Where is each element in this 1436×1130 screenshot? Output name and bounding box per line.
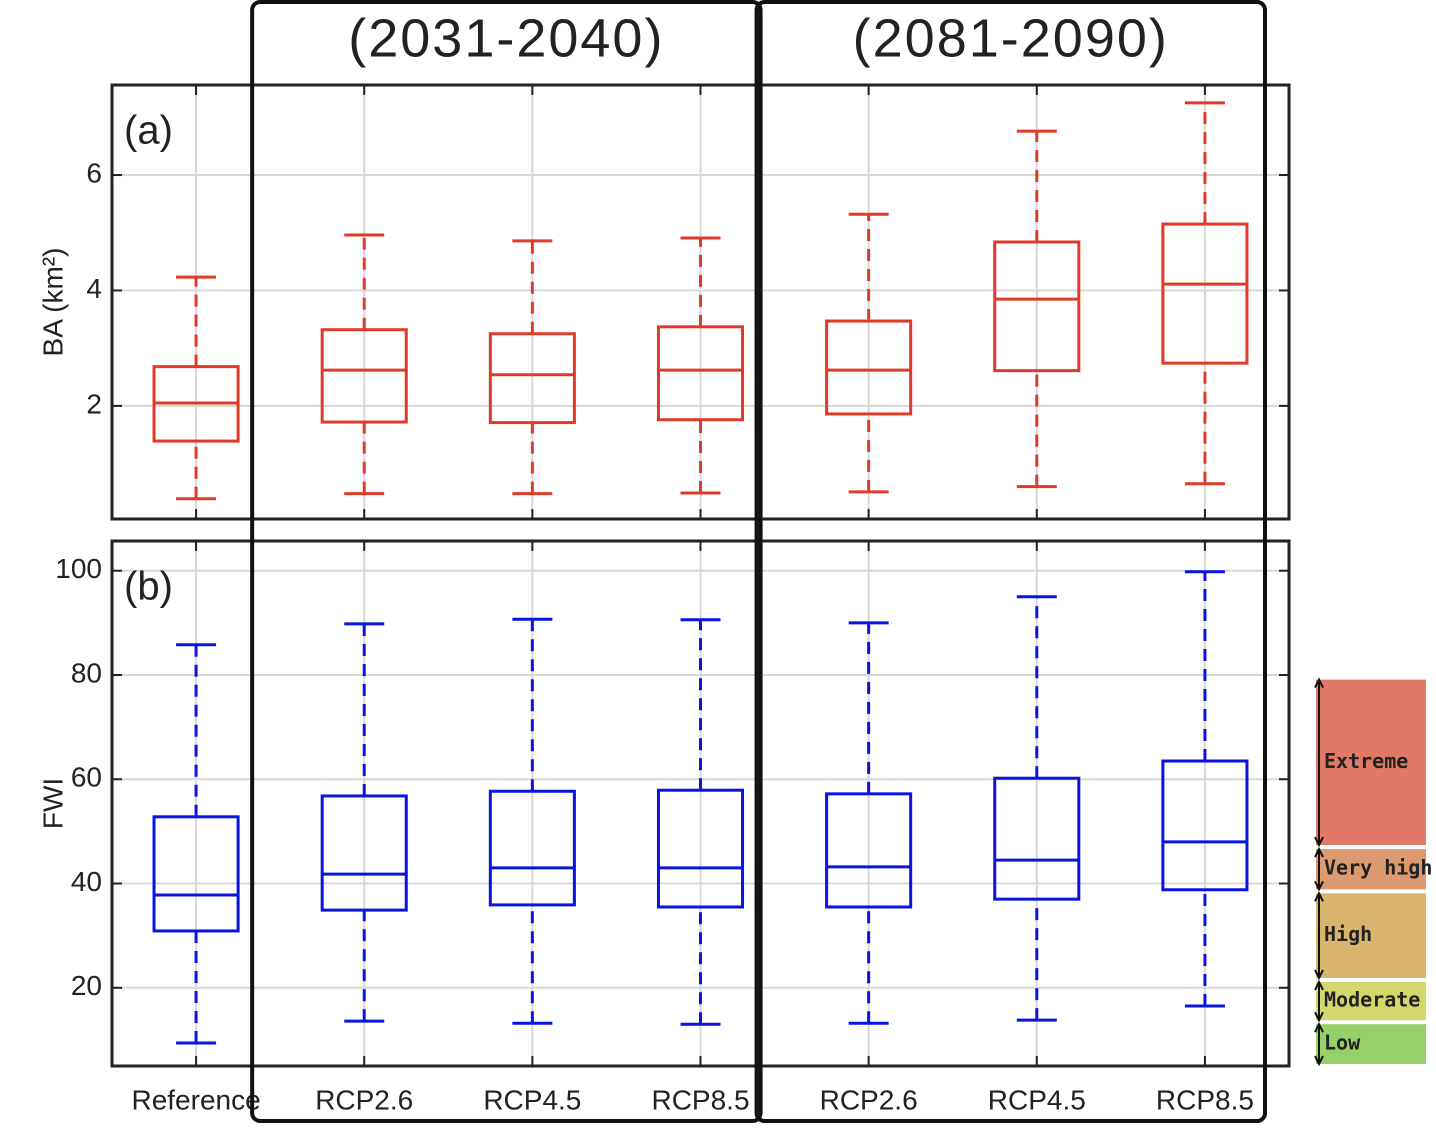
- arrow-head: [1314, 979, 1324, 1023]
- box: [656, 788, 745, 909]
- x-tick-label: RCP8.5: [651, 1084, 749, 1115]
- group-frame: [250, 0, 763, 1123]
- arrow-head: [1314, 1021, 1324, 1067]
- x-tick-label: RCP8.5: [1156, 1084, 1254, 1115]
- box: [993, 240, 1081, 373]
- class-label: High: [1324, 922, 1372, 946]
- box: [320, 328, 408, 424]
- box: [1161, 222, 1249, 365]
- y-tick-label: 60: [71, 762, 102, 793]
- class-label: Very high: [1324, 856, 1432, 880]
- y-axis-label: BA (km²): [37, 248, 68, 357]
- arrow-head: [1314, 677, 1324, 848]
- box: [993, 776, 1081, 901]
- box: [488, 332, 576, 425]
- arrow-head: [1314, 846, 1324, 892]
- y-tick-label: 2: [86, 388, 102, 419]
- y-axis-label: FWI: [37, 778, 68, 829]
- y-tick-label: 80: [71, 657, 102, 688]
- y-tick-label: 4: [86, 273, 102, 304]
- class-label: Low: [1324, 1031, 1361, 1055]
- panel-label: (b): [124, 565, 173, 609]
- y-tick-label: 100: [55, 553, 102, 584]
- box: [825, 319, 913, 416]
- arrow-head: [1314, 891, 1324, 981]
- class-band: [1316, 1024, 1426, 1064]
- class-band: [1316, 679, 1426, 846]
- y-tick-label: 20: [71, 970, 102, 1001]
- x-tick-label: Reference: [131, 1084, 260, 1115]
- axes-frame: [110, 539, 1291, 1068]
- y-tick-label: 40: [71, 866, 102, 897]
- box: [656, 325, 745, 422]
- group-label: (2031-2040): [348, 8, 664, 68]
- class-band: [1316, 981, 1426, 1021]
- box: [320, 794, 408, 912]
- y-tick-label: 6: [86, 157, 102, 188]
- box: [1161, 759, 1249, 892]
- box: [488, 789, 576, 907]
- group-label: (2081-2090): [853, 8, 1169, 68]
- x-tick-label: RCP4.5: [483, 1084, 581, 1115]
- class-band: [1316, 893, 1426, 978]
- box: [825, 792, 913, 909]
- x-tick-label: RCP4.5: [988, 1084, 1086, 1115]
- class-label: Extreme: [1324, 749, 1408, 773]
- x-tick-label: RCP2.6: [820, 1084, 918, 1115]
- panel-label: (a): [124, 109, 173, 153]
- class-label: Moderate: [1324, 988, 1420, 1012]
- x-tick-label: RCP2.6: [315, 1084, 413, 1115]
- box: [152, 815, 240, 933]
- group-frame: [754, 0, 1267, 1123]
- class-band: [1316, 849, 1426, 890]
- axes-frame: [110, 83, 1291, 521]
